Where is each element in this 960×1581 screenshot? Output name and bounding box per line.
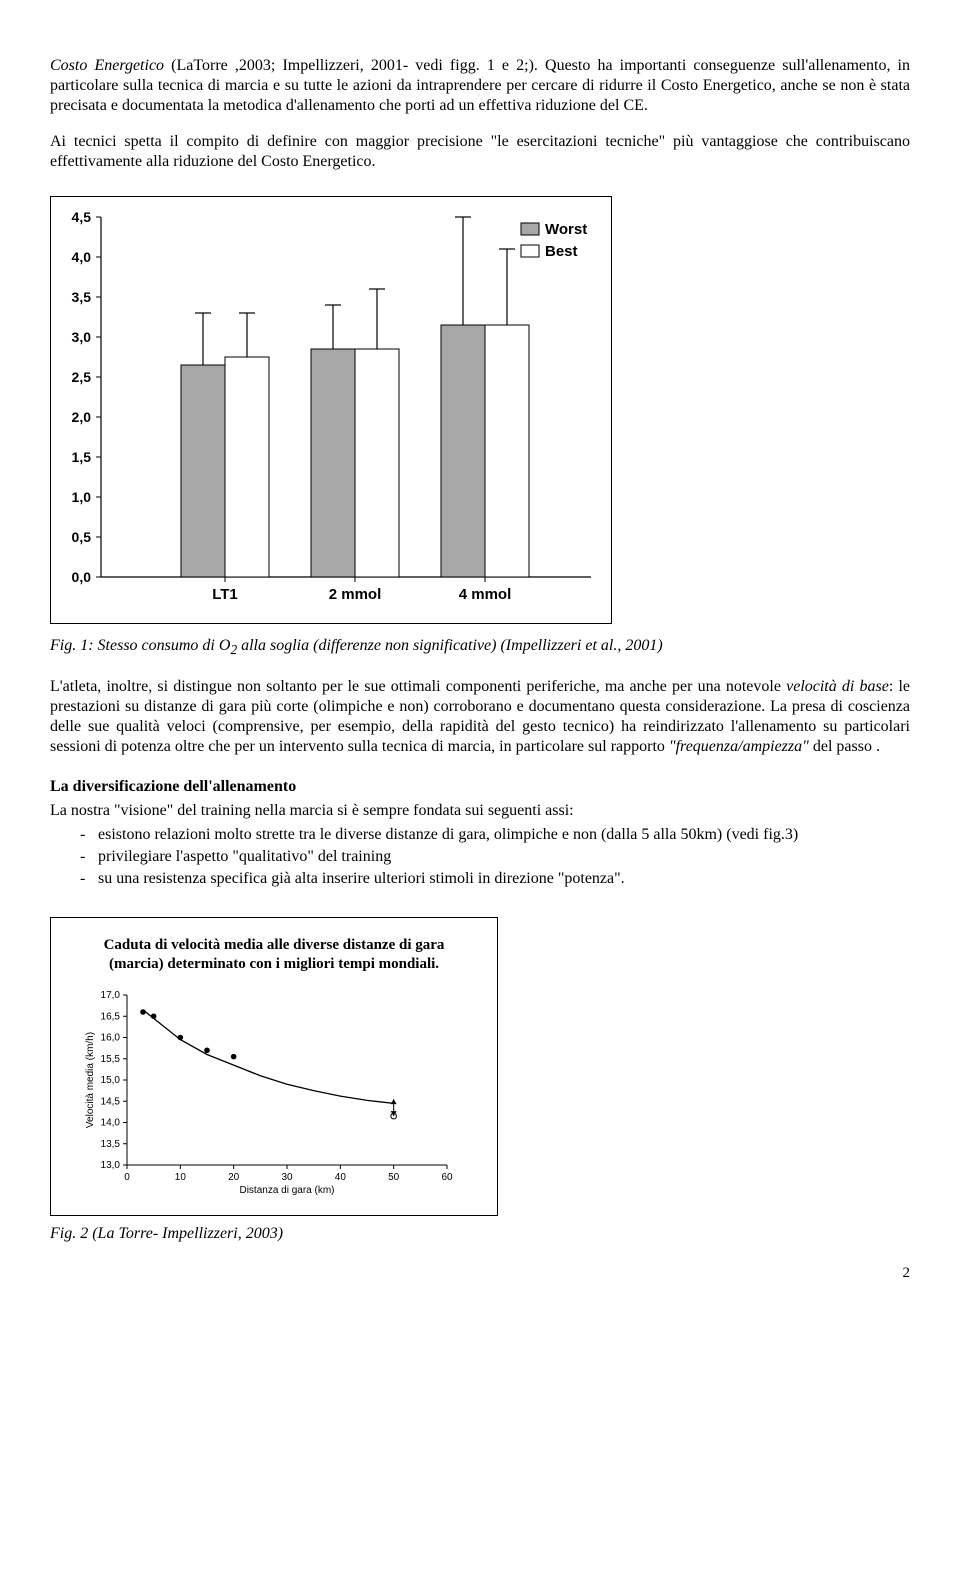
line-chart-svg: 13,0 13,5 14,0 14,5 15,0 15,5 16,0 16,5 17,0 0 10 2… bbox=[79, 985, 469, 1195]
figure-1-caption: Fig. 1: Stesso consumo di O2 alla soglia… bbox=[50, 636, 910, 659]
svg-text:1,0: 1,0 bbox=[72, 489, 92, 505]
svg-text:Velocità media (km/h): Velocità media (km/h) bbox=[85, 1032, 96, 1128]
intro-paragraph: Costo Energetico (LaTorre ,2003; Impelli… bbox=[50, 56, 910, 116]
svg-text:40: 40 bbox=[335, 1172, 347, 1183]
svg-text:4,5: 4,5 bbox=[72, 209, 92, 225]
figure-2-caption: Fig. 2 (La Torre- Impellizzeri, 2003) bbox=[50, 1224, 910, 1244]
page-number: 2 bbox=[50, 1264, 910, 1283]
bullet-item: su una resistenza specifica già alta ins… bbox=[80, 869, 910, 889]
figure-2-title: Caduta di velocità media alle diverse di… bbox=[79, 936, 469, 975]
svg-text:Worst: Worst bbox=[545, 221, 587, 238]
svg-text:50: 50 bbox=[388, 1172, 400, 1183]
bullet-item: esistono relazioni molto strette tra le … bbox=[80, 825, 910, 845]
svg-text:Distanza di gara (km): Distanza di gara (km) bbox=[239, 1185, 334, 1195]
svg-text:15,5: 15,5 bbox=[101, 1054, 121, 1065]
svg-text:0,5: 0,5 bbox=[72, 529, 92, 545]
svg-text:14,5: 14,5 bbox=[101, 1096, 121, 1107]
svg-text:4,0: 4,0 bbox=[72, 249, 92, 265]
svg-text:0: 0 bbox=[124, 1172, 130, 1183]
svg-text:1,5: 1,5 bbox=[72, 449, 92, 465]
svg-text:17,0: 17,0 bbox=[101, 990, 121, 1001]
svg-text:13,5: 13,5 bbox=[101, 1139, 121, 1150]
svg-text:16,5: 16,5 bbox=[101, 1011, 121, 1022]
svg-text:30: 30 bbox=[281, 1172, 293, 1183]
svg-text:13,0: 13,0 bbox=[101, 1160, 121, 1171]
svg-text:0,0: 0,0 bbox=[72, 569, 92, 585]
svg-text:2,5: 2,5 bbox=[72, 369, 92, 385]
svg-text:Best: Best bbox=[545, 243, 578, 260]
intro-line2: Ai tecnici spetta il compito di definire… bbox=[50, 132, 910, 172]
figure-1-chart: 0,0 0,5 1,0 1,5 2,0 2,5 3,0 3,5 4,0 4,5 LT1 2 mmol 4… bbox=[50, 196, 612, 624]
svg-text:14,0: 14,0 bbox=[101, 1117, 121, 1128]
figure-2-container: Caduta di velocità media alle diverse di… bbox=[50, 917, 498, 1216]
svg-text:4 mmol: 4 mmol bbox=[459, 586, 512, 603]
svg-text:10: 10 bbox=[175, 1172, 187, 1183]
svg-text:3,5: 3,5 bbox=[72, 289, 92, 305]
bar-chart-svg: 0,0 0,5 1,0 1,5 2,0 2,5 3,0 3,5 4,0 4,5 LT1 2 mmol 4… bbox=[51, 197, 611, 617]
svg-text:2,0: 2,0 bbox=[72, 409, 92, 425]
intro-italic: Costo Energetico bbox=[50, 57, 164, 74]
svg-text:20: 20 bbox=[228, 1172, 240, 1183]
intro-rest: (LaTorre ,2003; Impellizzeri, 2001- vedi… bbox=[50, 57, 910, 114]
paragraph-velocita: L'atleta, inoltre, si distingue non solt… bbox=[50, 677, 910, 757]
bullet-item: privilegiare l'aspetto "qualitativo" del… bbox=[80, 847, 910, 867]
svg-text:60: 60 bbox=[441, 1172, 453, 1183]
bullet-list: esistono relazioni molto strette tra le … bbox=[50, 825, 910, 889]
section-title: La diversificazione dell'allenamento bbox=[50, 777, 910, 797]
section-lead: La nostra "visione" del training nella m… bbox=[50, 801, 910, 821]
svg-text:15,0: 15,0 bbox=[101, 1075, 121, 1086]
svg-text:3,0: 3,0 bbox=[72, 329, 92, 345]
svg-text:LT1: LT1 bbox=[212, 586, 238, 603]
svg-text:16,0: 16,0 bbox=[101, 1032, 121, 1043]
svg-text:2 mmol: 2 mmol bbox=[329, 586, 382, 603]
